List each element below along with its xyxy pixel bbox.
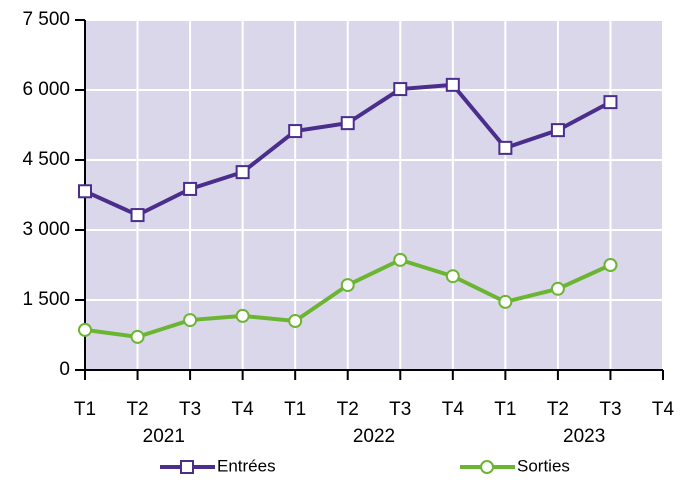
point xyxy=(393,82,408,97)
point xyxy=(288,314,303,328)
x-tick-label: T3 xyxy=(179,399,201,420)
point xyxy=(235,165,250,180)
x-tick-label: T2 xyxy=(547,399,569,420)
point xyxy=(550,123,565,138)
y-tick-label: 1 500 xyxy=(22,289,70,310)
legend-label: Sorties xyxy=(517,456,570,475)
y-tick-label: 0 xyxy=(59,359,70,380)
x-tick-label: T4 xyxy=(442,399,465,420)
x-tick-label: T2 xyxy=(126,399,148,420)
point xyxy=(130,208,145,223)
legend-marker xyxy=(180,460,194,474)
point xyxy=(393,252,408,267)
x-tick-label: T3 xyxy=(389,399,411,420)
point xyxy=(78,184,92,199)
point xyxy=(235,308,250,323)
point xyxy=(78,322,92,337)
point xyxy=(130,329,145,344)
legend-label: Entrées xyxy=(217,456,276,475)
point xyxy=(183,313,198,328)
year-label: 2023 xyxy=(563,426,605,447)
point xyxy=(498,140,513,155)
point xyxy=(340,278,355,293)
point xyxy=(288,124,303,139)
point xyxy=(603,258,618,272)
point xyxy=(498,294,513,309)
x-tick-label: T4 xyxy=(232,399,255,420)
point xyxy=(445,77,460,92)
point xyxy=(183,181,198,196)
y-tick-label: 7 500 xyxy=(22,9,70,30)
legend-marker xyxy=(480,460,494,474)
plot-area xyxy=(85,20,663,370)
y-tick-label: 3 000 xyxy=(22,219,70,240)
point xyxy=(603,95,618,110)
point xyxy=(550,281,565,296)
x-tick-label: T3 xyxy=(599,399,621,420)
y-tick-label: 4 500 xyxy=(22,149,70,170)
point xyxy=(340,116,355,131)
y-tick-label: 6 000 xyxy=(22,79,70,100)
point xyxy=(445,269,460,284)
year-label: 2021 xyxy=(143,426,185,447)
x-tick-label: T2 xyxy=(337,399,359,420)
x-tick-label: T4 xyxy=(652,399,675,420)
x-tick-label: T1 xyxy=(494,399,516,420)
year-label: 2022 xyxy=(353,426,395,447)
x-tick-label: T1 xyxy=(284,399,306,420)
x-tick-label: T1 xyxy=(74,399,96,420)
